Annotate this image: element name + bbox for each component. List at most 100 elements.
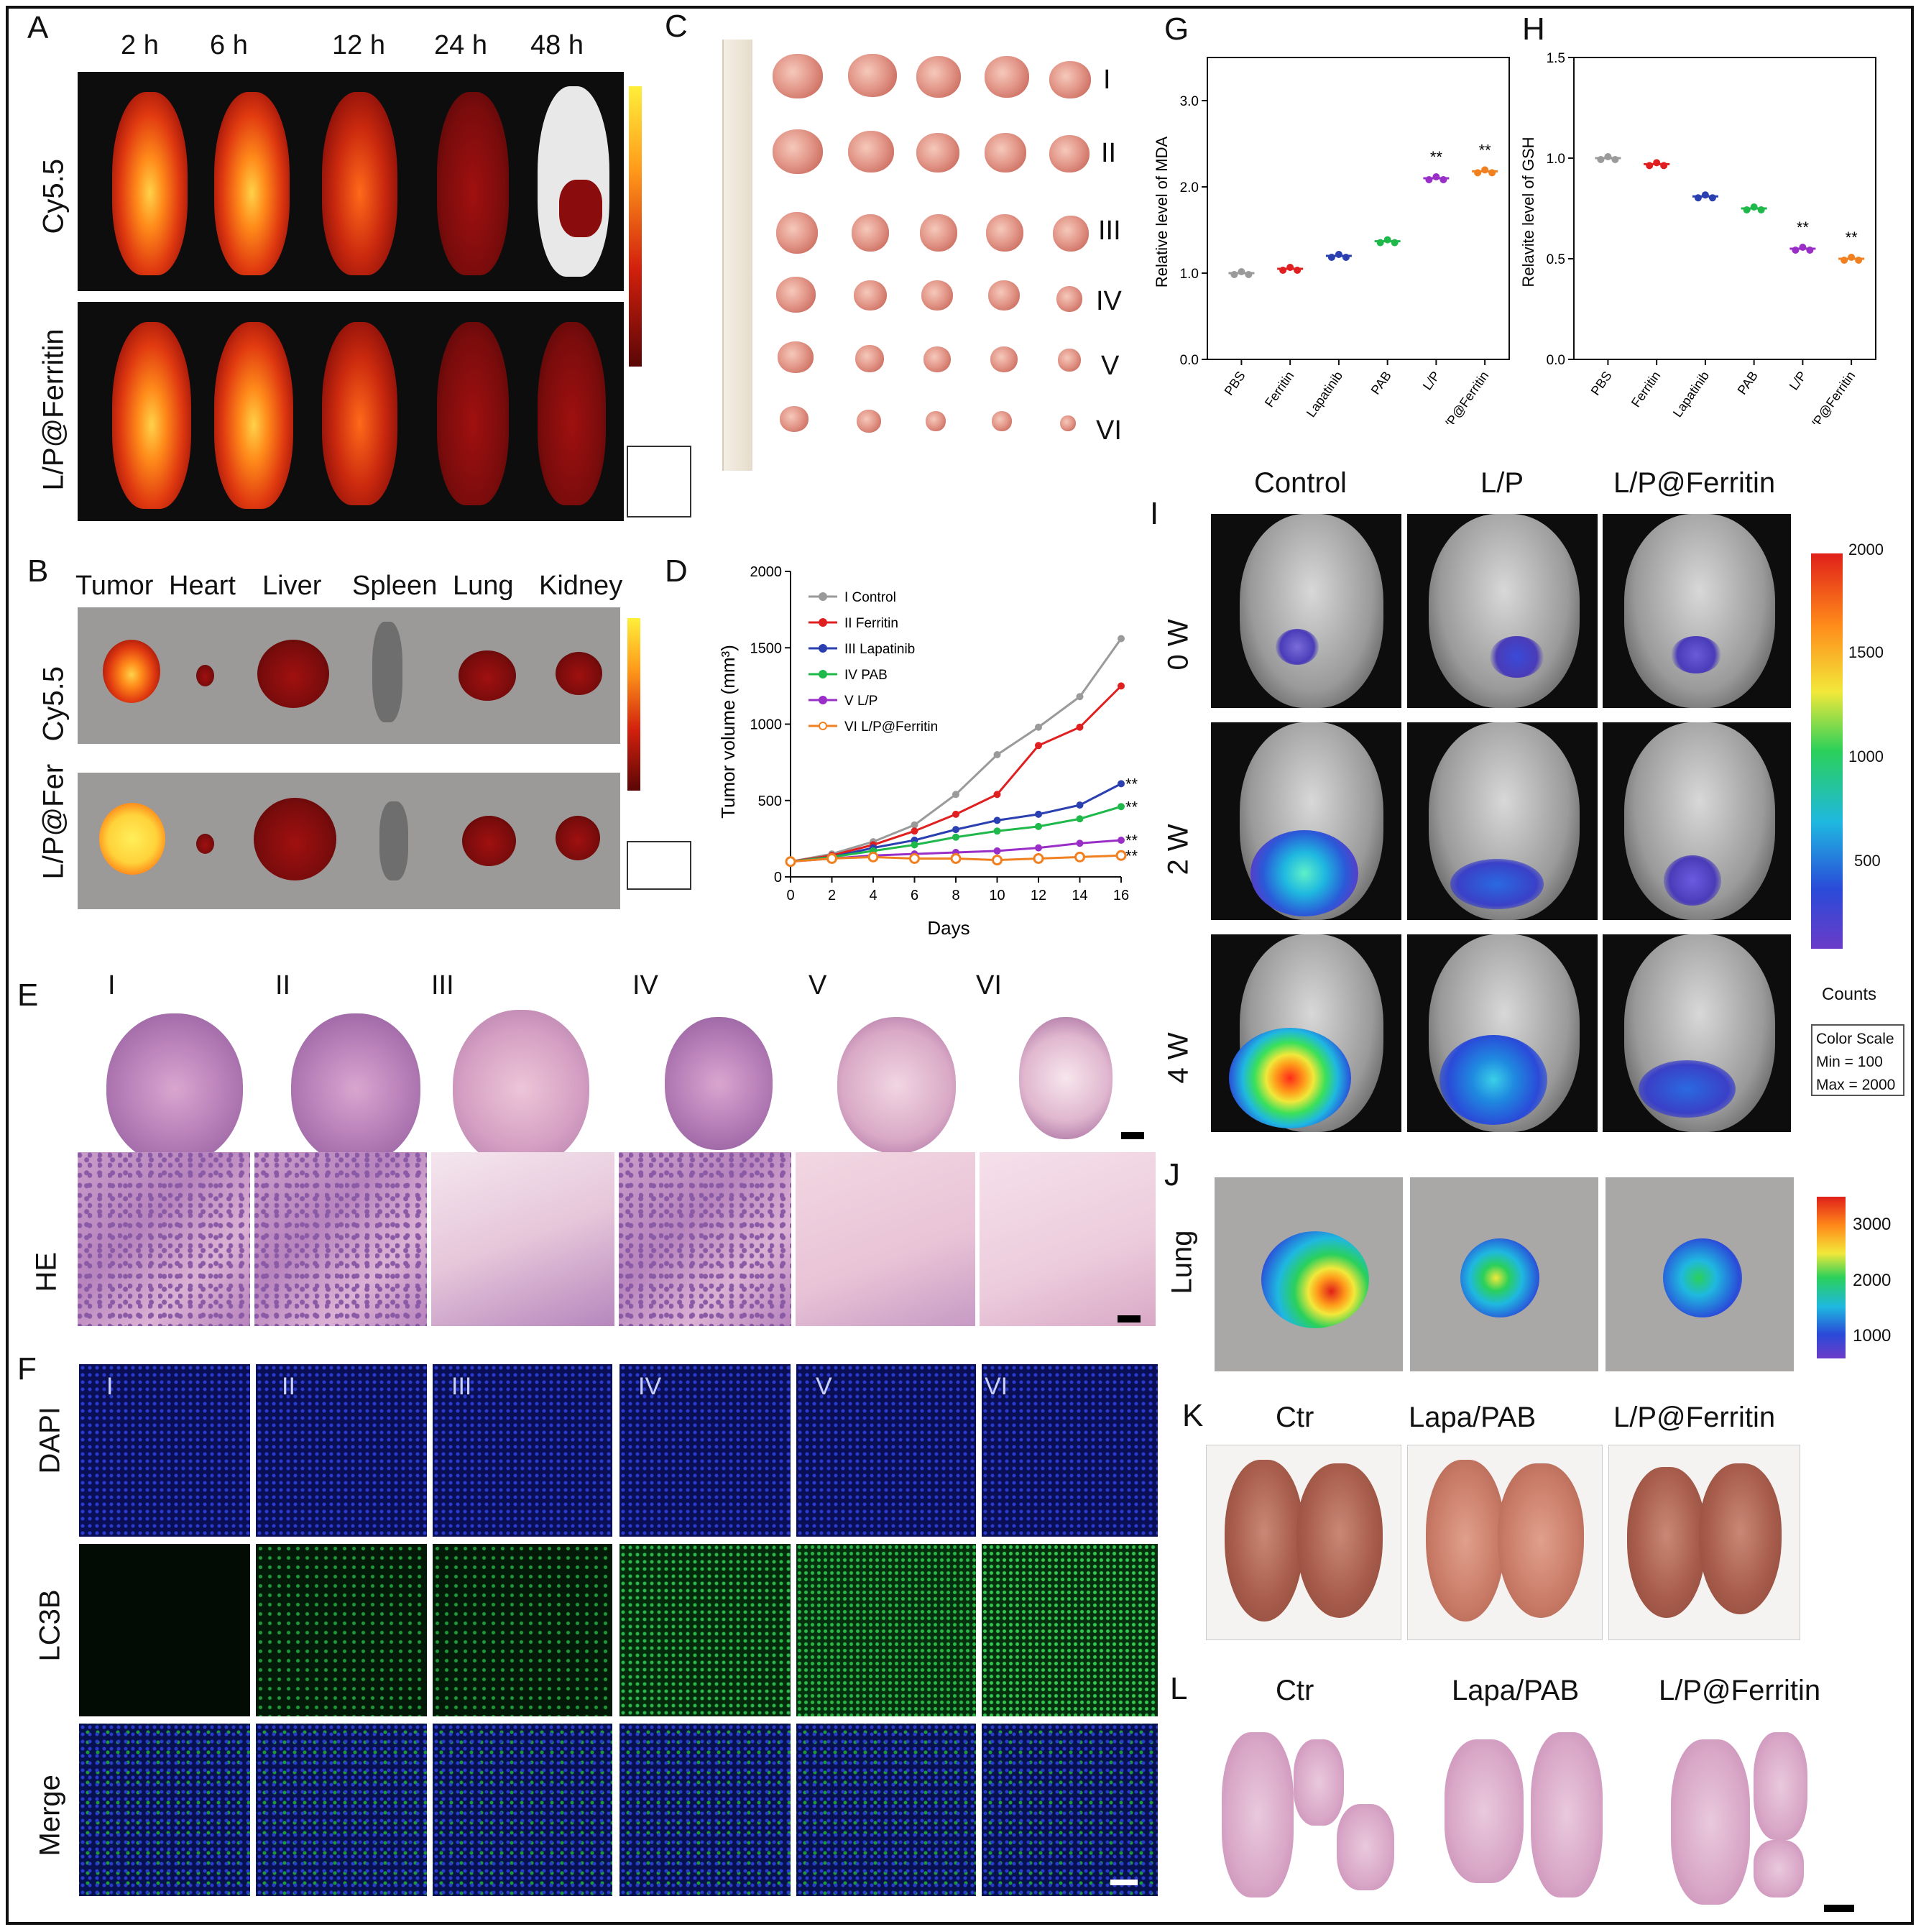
y-tick-label: 0 bbox=[774, 870, 782, 886]
organ-label: Tumor bbox=[75, 571, 154, 601]
organ-lung bbox=[459, 650, 516, 701]
bli-image bbox=[1211, 514, 1401, 708]
organ-kidney bbox=[556, 652, 602, 695]
tumor-photo-grid bbox=[740, 43, 1150, 474]
row-label: Lung bbox=[1166, 1230, 1198, 1294]
panel-K-letter: K bbox=[1182, 1398, 1204, 1433]
data-point bbox=[1076, 815, 1084, 823]
color-scale-box: Color Scale Min = 100 Max = 2000 bbox=[1811, 1024, 1904, 1096]
organ-label: Liver bbox=[262, 571, 322, 601]
plot-frame bbox=[1207, 57, 1510, 360]
data-point bbox=[1841, 257, 1848, 264]
data-point bbox=[1806, 247, 1814, 254]
chart-G: 0.0 1.0 2.0 3.0 PBS Ferritin Lapatinib PAB L/P **… bbox=[1153, 57, 1510, 424]
x-tick-label: 16 bbox=[1113, 888, 1129, 903]
data-point bbox=[1115, 850, 1127, 861]
data-point bbox=[1238, 268, 1245, 275]
tumor-specimen bbox=[920, 214, 957, 252]
tumor-specimen bbox=[1058, 349, 1081, 372]
column-label: Lapa/PAB bbox=[1452, 1675, 1580, 1706]
colorbar-tick: 1500 bbox=[1848, 643, 1884, 661]
data-point bbox=[1118, 837, 1125, 844]
row-label: 2 W bbox=[1162, 824, 1194, 875]
bli-image bbox=[1603, 722, 1791, 920]
data-point bbox=[1646, 162, 1654, 170]
data-point bbox=[992, 855, 1003, 866]
colorbar-tick: 2000 bbox=[1848, 540, 1884, 558]
data-point bbox=[911, 821, 918, 829]
organ-label: Kidney bbox=[539, 571, 623, 601]
organ-heart bbox=[196, 665, 214, 686]
time-label: 48 h bbox=[530, 30, 584, 60]
group-label: III bbox=[451, 1373, 472, 1400]
column-label: Lapa/PAB bbox=[1409, 1402, 1537, 1433]
ivis-image-lp-ferritin bbox=[78, 302, 624, 521]
mouse-signal bbox=[538, 322, 606, 505]
column-label: L/P bbox=[1480, 467, 1524, 499]
data-point bbox=[1279, 267, 1287, 274]
row-label: LC3B bbox=[34, 1589, 66, 1662]
organ-spleen bbox=[379, 801, 408, 880]
organ-tumor bbox=[99, 803, 165, 875]
panel-C-letter: C bbox=[665, 9, 688, 44]
y-tick-label: 500 bbox=[758, 794, 782, 809]
color-scale-title: Color Scale bbox=[1816, 1031, 1894, 1047]
data-point bbox=[1327, 254, 1335, 261]
lung-photo bbox=[1608, 1445, 1800, 1640]
significance-mark: ** bbox=[1479, 141, 1492, 159]
color-scale-min: Min = 100 bbox=[1816, 1054, 1883, 1070]
data-point bbox=[1481, 166, 1489, 174]
x-tick-label: 8 bbox=[952, 888, 959, 903]
data-point bbox=[993, 791, 1001, 799]
he-tile bbox=[254, 1152, 427, 1326]
lung-he-section bbox=[1445, 1739, 1524, 1883]
tumor-specimen bbox=[990, 346, 1018, 372]
scale-bar bbox=[1110, 1880, 1138, 1885]
row-label: 4 W bbox=[1162, 1032, 1194, 1084]
tumor-specimen bbox=[916, 56, 961, 98]
y-tick-label: 1000 bbox=[750, 717, 783, 733]
legend-marker bbox=[819, 644, 827, 653]
data-point bbox=[950, 853, 962, 864]
dapi-tile bbox=[79, 1364, 250, 1537]
lc3b-tile bbox=[79, 1544, 250, 1716]
data-point bbox=[1743, 206, 1751, 213]
lung-he-section bbox=[1671, 1739, 1750, 1905]
he-section bbox=[106, 1013, 243, 1164]
colorbar-tick: 3000 bbox=[1853, 1215, 1892, 1234]
data-point bbox=[1855, 257, 1863, 264]
data-point bbox=[1033, 853, 1044, 864]
mouse-body bbox=[1240, 514, 1383, 708]
dapi-tile bbox=[796, 1364, 976, 1537]
y-tick-label: 3.0 bbox=[1180, 94, 1199, 109]
bli-image bbox=[1211, 722, 1401, 920]
mouse-signal bbox=[214, 92, 290, 275]
he-section bbox=[453, 1010, 589, 1168]
colorbar-I bbox=[1811, 553, 1843, 949]
bli-signal bbox=[1663, 1238, 1742, 1317]
organ-lung bbox=[462, 816, 516, 866]
mouse-signal bbox=[437, 92, 509, 275]
lung-lobe bbox=[1699, 1463, 1782, 1614]
tumor-specimen bbox=[857, 410, 881, 433]
x-tick-label: 10 bbox=[989, 888, 1005, 903]
plot-frame bbox=[1573, 57, 1876, 360]
data-point bbox=[952, 833, 959, 841]
lung-lobe bbox=[1426, 1460, 1505, 1622]
data-point bbox=[1488, 169, 1496, 177]
group-label: II bbox=[282, 1373, 295, 1400]
data-point bbox=[993, 751, 1001, 758]
color-scale-box bbox=[627, 446, 691, 518]
tumor-specimen bbox=[1056, 286, 1082, 312]
lung-bli-image bbox=[1606, 1177, 1794, 1371]
bli-signal bbox=[1276, 629, 1319, 665]
column-label: Ctr bbox=[1276, 1402, 1314, 1433]
ruler bbox=[722, 40, 752, 471]
lc3b-tile bbox=[256, 1544, 427, 1716]
column-label: Control bbox=[1254, 467, 1347, 499]
panel-D-letter: D bbox=[665, 553, 688, 589]
data-point bbox=[1035, 723, 1042, 731]
significance-mark: ** bbox=[1125, 775, 1138, 793]
data-point bbox=[1035, 810, 1042, 818]
